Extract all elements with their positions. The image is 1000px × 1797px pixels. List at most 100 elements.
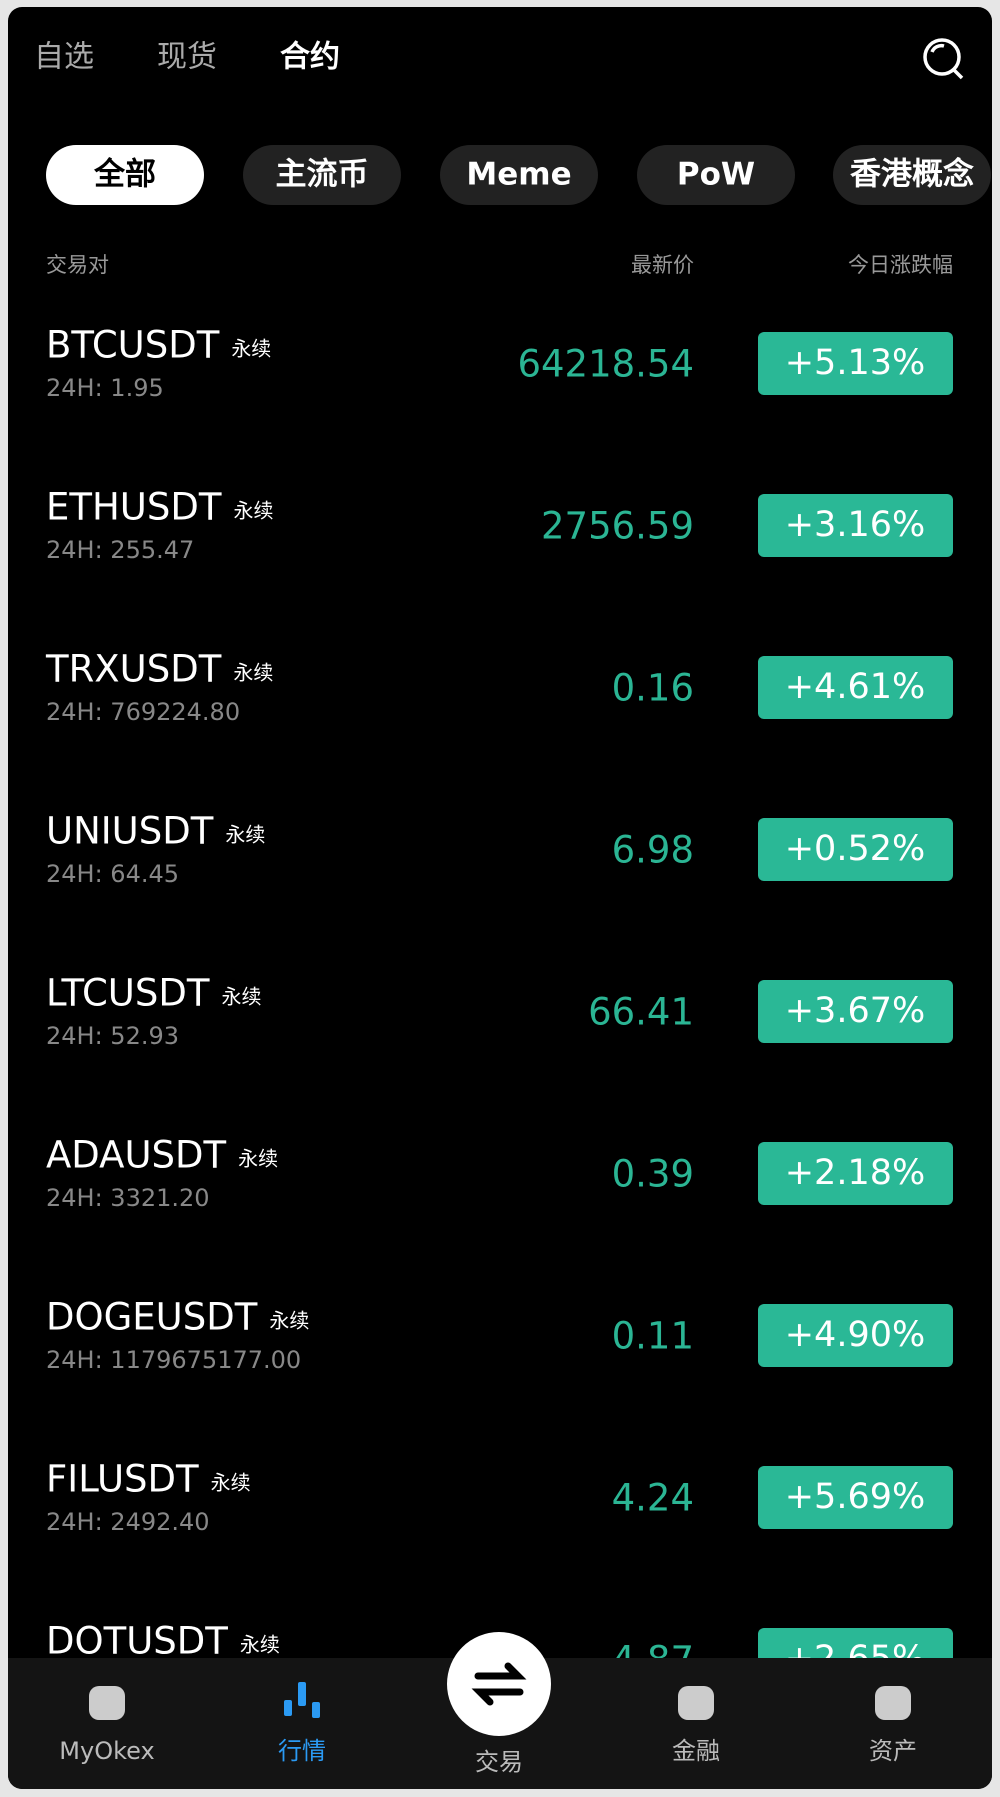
pair-name: DOTUSDT [46,1620,228,1663]
volume: 24H: 769224.80 [46,698,240,726]
contract-tag: 永续 [269,1309,309,1333]
price: 4.24 [612,1477,694,1520]
nav-label: 资产 [869,1737,917,1765]
pill-label: PoW [677,157,755,193]
screen-bg [8,7,992,1789]
change: +3.67% [785,991,926,1031]
market-row[interactable]: ADAUSDT 永续 24H: 3321.20 0.39 +2.18% [46,1134,953,1213]
screen-edge [992,140,1000,210]
contract-tag: 永续 [238,1147,278,1171]
pair-name: ETHUSDT [46,486,222,529]
price: 0.11 [612,1315,694,1358]
pill-label: 香港概念 [850,157,974,193]
trade-button [447,1632,551,1736]
nav-item[interactable]: 交易 [447,1632,551,1776]
change: +5.69% [785,1477,926,1517]
market-row[interactable]: ETHUSDT 永续 24H: 255.47 2756.59 +3.16% [46,486,953,565]
nav-item[interactable]: 行情 [278,1682,326,1765]
pill-bg [440,145,598,205]
nav-item[interactable]: 资产 [869,1686,917,1765]
price: 66.41 [588,991,694,1034]
tab[interactable]: 现货 [157,40,217,75]
filter-pill[interactable]: PoW [637,145,795,205]
price: 0.39 [612,1153,694,1196]
change-badge [758,332,953,395]
contract-tag: 永续 [233,499,273,523]
pair-name: FILUSDT [46,1458,199,1501]
nav-label: MyOkex [59,1737,154,1765]
pill-label: 主流币 [276,157,369,193]
filter-pill[interactable]: Meme [440,145,598,205]
search-icon[interactable] [923,38,964,80]
pill-label: 全部 [93,157,156,193]
nav-label: 行情 [278,1737,326,1765]
volume: 24H: 255.47 [46,536,194,564]
change-badge [758,494,953,557]
contract-tag: 永续 [233,661,273,685]
change: +4.61% [785,667,926,707]
contract-tag: 永续 [240,1633,280,1657]
market-row[interactable]: DOGEUSDT 永续 24H: 1179675177.00 0.11 +4.90% [46,1296,953,1375]
change: +0.52% [785,829,926,869]
change-badge [758,1304,953,1367]
trade-icon [471,1662,527,1706]
market-row[interactable]: UNIUSDT 永续 24H: 64.45 6.98 +0.52% [46,810,953,889]
volume: 24H: 64.45 [46,860,179,888]
nav-item[interactable]: MyOkex [59,1686,155,1765]
pair-name: ADAUSDT [46,1134,227,1177]
volume: 24H: 3321.20 [46,1184,210,1212]
change-badge [758,818,953,881]
filter-pill[interactable]: 主流币 [243,145,401,205]
contract-tag: 永续 [211,1471,251,1495]
col-header: 今日涨跌幅 [848,253,953,277]
market-row[interactable]: LTCUSDT 永续 24H: 52.93 66.41 +3.67% [46,972,953,1051]
contract-tag: 永续 [221,985,261,1009]
contract-tag: 永续 [231,337,271,361]
market-row[interactable]: TRXUSDT 永续 24H: 769224.80 0.16 +4.61% [45,648,953,727]
nav-icon [89,1686,125,1720]
change: +4.90% [785,1315,926,1355]
nav-icon [875,1686,911,1720]
nav-label: 金融 [672,1737,720,1765]
price: 64218.54 [517,343,694,386]
change-badge [758,980,953,1043]
pair-name: DOGEUSDT [46,1296,258,1339]
pill-bg [243,145,401,205]
change-badge [758,1466,953,1529]
market-row[interactable]: DOTUSDT永续24H: 5.304.87+2.65% [46,1620,953,1699]
price: 2756.59 [541,505,694,548]
contract-tag: 永续 [225,823,265,847]
volume: 24H: 2492.40 [46,1508,210,1536]
nav-label: 交易 [475,1748,523,1776]
price: 0.16 [612,667,694,710]
pill-label: Meme [466,157,571,193]
change-badge [758,1142,953,1205]
price: 4.87 [612,1639,694,1682]
volume: 24H: 1179675177.00 [46,1346,301,1374]
pill-bg [46,145,204,205]
nav-icon [284,1700,292,1716]
filter-pill[interactable]: 香港概念 [833,145,991,205]
pill-bg [833,145,991,205]
filter-pill[interactable]: 全部 [46,145,204,205]
change: +5.13% [785,343,926,383]
pair-name: BTCUSDT [46,324,220,367]
nav-item[interactable]: 金融 [672,1686,720,1765]
nav-icon [298,1682,306,1706]
nav-icon [312,1702,320,1718]
market-row[interactable]: BTCUSDT 永续 24H: 1.95 64218.54 +5.13% [46,324,953,403]
nav-icon [678,1686,714,1720]
tab[interactable]: 合约 [280,40,340,75]
change: +2.65% [785,1639,926,1679]
change: +3.16% [785,505,926,545]
col-header: 交易对 [46,253,109,277]
change-badge [758,656,953,719]
pair-name: TRXUSDT [45,648,222,691]
tab[interactable]: 自选 [34,40,94,75]
change-badge [758,1628,953,1658]
price: 6.98 [612,829,694,872]
volume: 24H: 52.93 [46,1022,179,1050]
pair-name: UNIUSDT [46,810,214,853]
